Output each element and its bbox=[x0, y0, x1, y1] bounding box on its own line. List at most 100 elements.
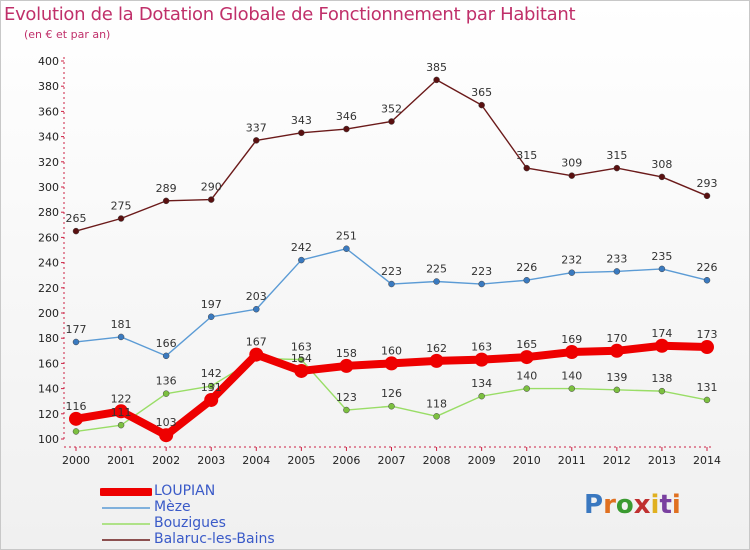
data-point-balaruc-les-bains bbox=[207, 196, 215, 203]
logo-letter: i bbox=[650, 490, 660, 520]
data-label-balaruc-les-bains: 265 bbox=[66, 212, 87, 225]
data-label-balaruc-les-bains: 315 bbox=[516, 149, 537, 162]
data-point-bouzigues bbox=[207, 382, 215, 390]
y-tick-label: 140 bbox=[38, 383, 59, 396]
data-label-loupian: 163 bbox=[471, 341, 492, 354]
data-labels: 265 275 289 290 337 343 346 352 385 365 315 309 315 3… bbox=[66, 61, 718, 429]
series-layer bbox=[69, 76, 714, 443]
x-tick-label: 2003 bbox=[197, 454, 225, 467]
y-tick-label: 160 bbox=[38, 357, 59, 370]
data-point-m-ze bbox=[117, 333, 125, 341]
data-point-loupian bbox=[114, 404, 129, 419]
x-tick-label: 2010 bbox=[513, 454, 541, 467]
chart-title: Evolution de la Dotation Globale de Fonc… bbox=[4, 4, 576, 25]
data-point-balaruc-les-bains bbox=[658, 173, 666, 181]
data-point-bouzigues bbox=[433, 413, 440, 420]
data-point-balaruc-les-bains bbox=[298, 129, 305, 137]
y-tick-label: 120 bbox=[38, 408, 59, 421]
data-point-balaruc-les-bains bbox=[478, 101, 485, 109]
x-tick-label: 2007 bbox=[378, 454, 406, 467]
legend-label-balaruc: Balaruc-les-Bains bbox=[154, 531, 275, 547]
legend-swatch-loupian bbox=[100, 488, 152, 496]
logo-letter: t bbox=[659, 490, 672, 520]
data-point-balaruc-les-bains bbox=[613, 164, 621, 172]
data-point-m-ze bbox=[433, 278, 440, 285]
data-label-bouzigues: 118 bbox=[426, 397, 447, 410]
data-label-balaruc-les-bains: 352 bbox=[381, 102, 402, 115]
data-label-bouzigues: 134 bbox=[471, 377, 492, 390]
data-label-loupian: 154 bbox=[291, 352, 312, 365]
data-label-balaruc-les-bains: 385 bbox=[426, 61, 447, 74]
data-point-loupian bbox=[609, 343, 624, 358]
data-point-bouzigues bbox=[343, 406, 350, 414]
y-tick-label: 340 bbox=[38, 131, 59, 144]
data-point-bouzigues bbox=[298, 356, 305, 363]
data-point-m-ze bbox=[343, 245, 350, 252]
x-tick-label: 2014 bbox=[693, 454, 721, 467]
x-tick-label: 2006 bbox=[332, 454, 360, 467]
data-label-bouzigues: 126 bbox=[381, 387, 402, 400]
data-label-bouzigues: 163 bbox=[291, 341, 312, 354]
x-tick-label: 2011 bbox=[558, 454, 586, 467]
data-point-m-ze bbox=[253, 305, 260, 313]
data-point-loupian bbox=[429, 353, 444, 368]
y-tick-label: 200 bbox=[38, 307, 59, 320]
y-tick-label: 100 bbox=[38, 433, 59, 446]
data-point-m-ze bbox=[298, 256, 305, 264]
y-tick-label: 280 bbox=[38, 206, 59, 219]
data-label-balaruc-les-bains: 290 bbox=[201, 181, 222, 194]
data-label-m-ze: 223 bbox=[471, 265, 492, 278]
data-label-bouzigues: 123 bbox=[336, 391, 357, 404]
legend-swatch-meze bbox=[102, 507, 150, 509]
data-label-m-ze: 235 bbox=[651, 250, 672, 263]
x-tick-label: 2009 bbox=[468, 454, 496, 467]
data-point-bouzigues bbox=[658, 387, 666, 395]
data-label-bouzigues: 140 bbox=[516, 370, 537, 383]
y-tick-label: 220 bbox=[38, 282, 59, 295]
y-tick-label: 240 bbox=[38, 257, 59, 270]
data-label-loupian: 169 bbox=[561, 333, 582, 346]
data-point-bouzigues bbox=[478, 392, 485, 400]
data-point-loupian bbox=[69, 411, 83, 426]
x-tick-label: 2000 bbox=[62, 454, 90, 467]
data-label-balaruc-les-bains: 308 bbox=[651, 158, 672, 171]
data-point-m-ze bbox=[523, 276, 530, 284]
x-tick-label: 2001 bbox=[107, 454, 135, 467]
data-label-loupian: 116 bbox=[66, 400, 87, 413]
data-label-loupian: 167 bbox=[246, 336, 267, 349]
y-tick-label: 360 bbox=[38, 105, 59, 118]
data-point-bouzigues bbox=[523, 385, 530, 392]
proxiti-logo: Proxiti bbox=[584, 490, 681, 520]
data-label-balaruc-les-bains: 343 bbox=[291, 114, 312, 127]
data-point-balaruc-les-bains bbox=[253, 137, 260, 144]
logo-letter: o bbox=[615, 490, 634, 520]
x-tick-label: 2008 bbox=[423, 454, 451, 467]
data-label-loupian: 122 bbox=[111, 392, 132, 405]
data-point-m-ze bbox=[703, 276, 711, 284]
data-label-m-ze: 197 bbox=[201, 298, 222, 311]
data-label-m-ze: 225 bbox=[426, 263, 447, 276]
data-point-loupian bbox=[339, 358, 354, 373]
logo-letter: r bbox=[603, 490, 616, 520]
data-point-loupian bbox=[159, 428, 174, 443]
data-point-loupian bbox=[294, 363, 309, 378]
data-label-balaruc-les-bains: 337 bbox=[246, 121, 267, 134]
data-label-balaruc-les-bains: 293 bbox=[697, 177, 718, 190]
data-label-loupian: 103 bbox=[156, 416, 177, 429]
data-point-loupian bbox=[384, 356, 399, 371]
data-point-m-ze bbox=[72, 338, 80, 346]
data-point-balaruc-les-bains bbox=[162, 197, 170, 205]
data-point-loupian bbox=[564, 345, 579, 360]
data-point-m-ze bbox=[658, 265, 666, 273]
data-point-m-ze bbox=[478, 280, 485, 288]
data-label-m-ze: 232 bbox=[561, 254, 582, 267]
data-label-m-ze: 203 bbox=[246, 290, 267, 303]
legend-label-meze: Mèze bbox=[154, 499, 191, 515]
data-label-loupian: 173 bbox=[697, 328, 718, 341]
data-point-m-ze bbox=[568, 269, 576, 276]
y-tick-label: 300 bbox=[38, 181, 59, 194]
data-label-m-ze: 251 bbox=[336, 230, 357, 243]
data-label-balaruc-les-bains: 315 bbox=[606, 149, 627, 162]
